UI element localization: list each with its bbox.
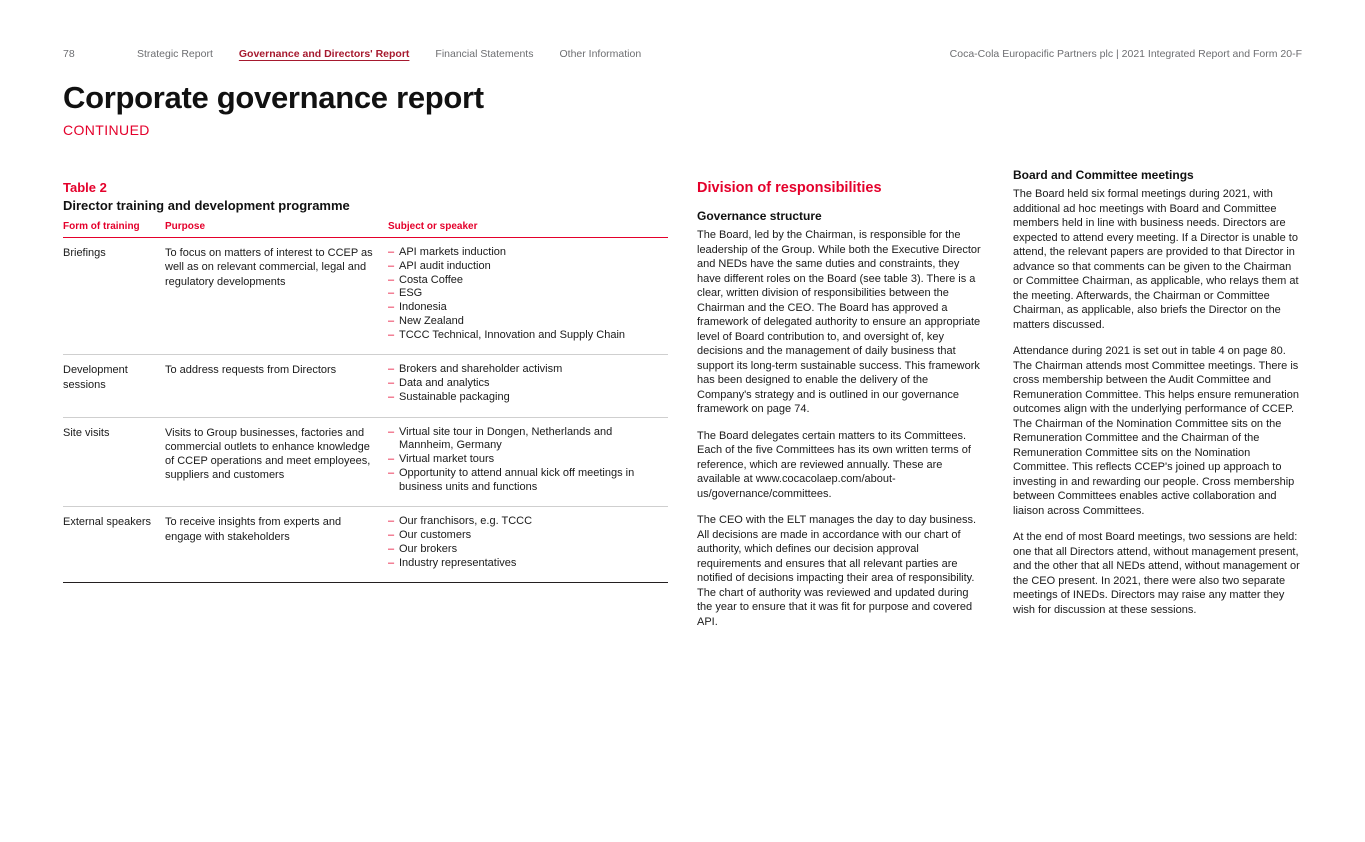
subject-item: Virtual market tours: [388, 453, 658, 467]
page-header: 78 Strategic Report Governance and Direc…: [63, 48, 1302, 60]
board-committee-meetings-section: Board and Committee meetings The Board h…: [1013, 168, 1303, 626]
cell-form: External speakers: [63, 506, 165, 584]
report-brand-line: Coca-Cola Europacific Partners plc | 202…: [949, 48, 1302, 60]
governance-structure-subheading: Governance structure: [697, 209, 822, 223]
subject-item: ESG: [388, 287, 658, 301]
cell-subjects: Brokers and shareholder activism Data an…: [388, 354, 668, 418]
division-of-responsibilities-section: Division of responsibilities Governance …: [697, 180, 981, 638]
subject-item: Virtual site tour in Dongen, Netherlands…: [388, 426, 658, 454]
subject-item: Brokers and shareholder activism: [388, 363, 658, 377]
nav-item-governance-directors-report[interactable]: Governance and Directors' Report: [238, 48, 410, 60]
division-paragraph: The Board delegates certain matters to i…: [697, 429, 971, 500]
board-meetings-heading: Board and Committee meetings: [1013, 168, 1194, 182]
page-number: 78: [63, 48, 75, 60]
subject-list: Our franchisors, e.g. TCCC Our customers…: [388, 515, 658, 570]
subject-item: Industry representatives: [388, 557, 658, 571]
table2-caption: Director training and development progra…: [63, 198, 350, 213]
board-paragraph: At the end of most Board meetings, two s…: [1013, 531, 1300, 616]
page-title: Corporate governance report: [63, 80, 484, 115]
board-paragraph: Attendance during 2021 is set out in tab…: [1013, 345, 1299, 517]
page-title-continued: CONTINUED: [63, 122, 150, 138]
cell-purpose: To address requests from Directors: [165, 354, 388, 418]
subject-item: API markets induction: [388, 246, 658, 260]
table-row: External speakers To receive insights fr…: [63, 506, 668, 584]
cell-subjects: Our franchisors, e.g. TCCC Our customers…: [388, 506, 668, 584]
subject-list: API markets induction API audit inductio…: [388, 246, 658, 342]
subject-list: Virtual site tour in Dongen, Netherlands…: [388, 426, 658, 495]
division-paragraph: The Board, led by the Chairman, is respo…: [697, 229, 981, 416]
table-row: Site visits Visits to Group businesses, …: [63, 417, 668, 508]
nav-item-strategic-report[interactable]: Strategic Report: [137, 48, 213, 60]
subject-item: Our brokers: [388, 543, 658, 557]
section-nav: Strategic Report Governance and Director…: [137, 48, 641, 60]
cell-purpose: To focus on matters of interest to CCEP …: [165, 237, 388, 356]
division-heading: Division of responsibilities: [697, 180, 882, 196]
nav-item-other-information[interactable]: Other Information: [559, 48, 642, 60]
cell-form: Development sessions: [63, 354, 165, 418]
training-table: Form of training Purpose Subject or spea…: [63, 221, 668, 584]
cell-purpose: Visits to Group businesses, factories an…: [165, 417, 388, 508]
subject-item: Indonesia: [388, 301, 658, 315]
col-header-purpose: Purpose: [165, 221, 388, 238]
subject-item: TCCC Technical, Innovation and Supply Ch…: [388, 329, 658, 343]
subject-item: API audit induction: [388, 260, 658, 274]
title-block: Corporate governance report CONTINUED: [63, 80, 484, 138]
table-header-row: Form of training Purpose Subject or spea…: [63, 221, 668, 238]
division-paragraph: The CEO with the ELT manages the day to …: [697, 514, 977, 628]
table2-section: Table 2 Director training and developmen…: [63, 180, 668, 584]
subject-item: Our franchisors, e.g. TCCC: [388, 515, 658, 529]
cell-purpose: To receive insights from experts and eng…: [165, 506, 388, 584]
table-row: Briefings To focus on matters of interes…: [63, 237, 668, 356]
table2-label: Table 2: [63, 180, 107, 195]
subject-item: Our customers: [388, 529, 658, 543]
col-header-form-of-training: Form of training: [63, 221, 165, 238]
table-row: Development sessions To address requests…: [63, 354, 668, 418]
board-paragraph: The Board held six formal meetings durin…: [1013, 188, 1299, 331]
cell-form: Briefings: [63, 237, 165, 356]
subject-item: Opportunity to attend annual kick off me…: [388, 467, 658, 495]
cell-form: Site visits: [63, 417, 165, 508]
col-header-subject-or-speaker: Subject or speaker: [388, 221, 668, 238]
nav-item-financial-statements[interactable]: Financial Statements: [435, 48, 534, 60]
cell-subjects: Virtual site tour in Dongen, Netherlands…: [388, 417, 668, 508]
subject-item: New Zealand: [388, 315, 658, 329]
subject-item: Data and analytics: [388, 377, 658, 391]
subject-item: Sustainable packaging: [388, 391, 658, 405]
cell-subjects: API markets induction API audit inductio…: [388, 237, 668, 356]
subject-item: Costa Coffee: [388, 274, 658, 288]
subject-list: Brokers and shareholder activism Data an…: [388, 363, 658, 404]
